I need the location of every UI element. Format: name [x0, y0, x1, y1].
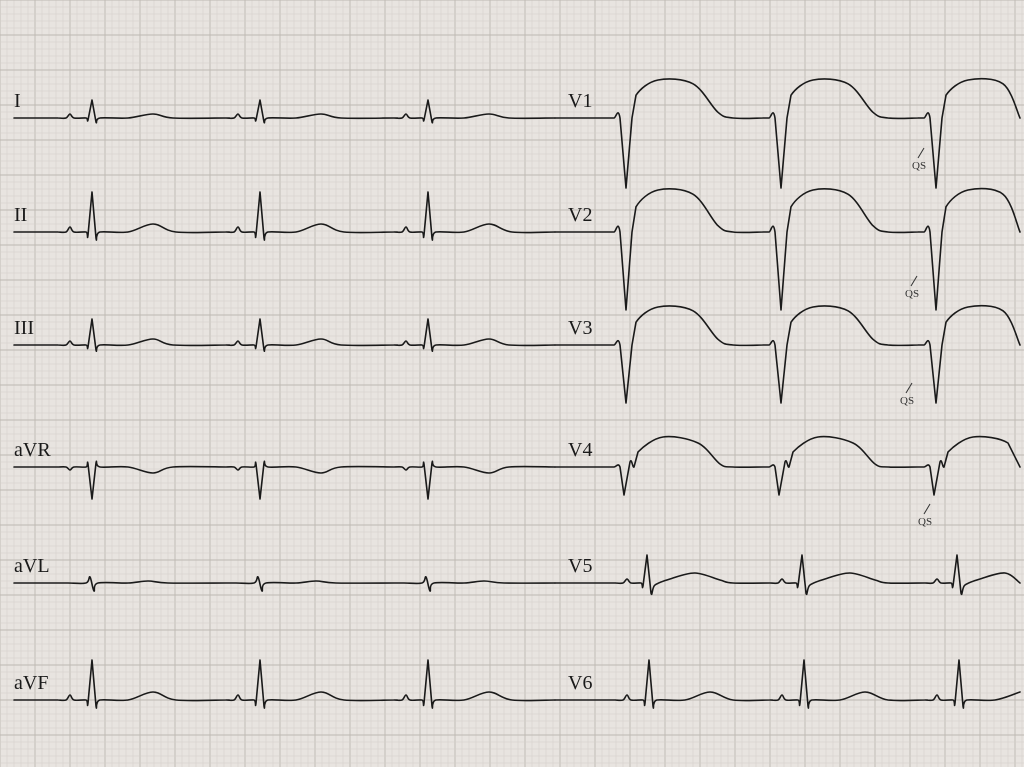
lead-trace-I	[14, 100, 555, 123]
annotation-arrow-1	[911, 276, 917, 286]
lead-label-II: II	[14, 204, 27, 227]
lead-label-aVL: aVL	[14, 555, 50, 578]
lead-trace-V3	[555, 306, 1020, 403]
lead-label-V5: V5	[568, 555, 592, 578]
lead-trace-V6	[555, 660, 1020, 708]
lead-trace-II	[14, 192, 555, 240]
annotation-arrow-2	[906, 383, 912, 393]
lead-label-V2: V2	[568, 204, 592, 227]
lead-trace-aVF	[14, 660, 555, 708]
annotation-arrow-0	[918, 148, 924, 158]
lead-label-aVF: aVF	[14, 672, 48, 695]
lead-label-V6: V6	[568, 672, 592, 695]
annotation-0: QS	[912, 160, 926, 172]
lead-trace-V1	[555, 79, 1020, 188]
lead-label-aVR: aVR	[14, 439, 51, 462]
annotation-2: QS	[900, 395, 914, 407]
lead-trace-V5	[555, 555, 1020, 594]
lead-trace-III	[14, 319, 555, 351]
ecg-waveforms	[0, 0, 1024, 767]
lead-trace-aVL	[14, 577, 555, 591]
lead-trace-V4	[555, 437, 1020, 495]
lead-label-V3: V3	[568, 317, 592, 340]
annotation-3: QS	[918, 516, 932, 528]
ecg-chart: IIIIIIaVRaVLaVFV1V2V3V4V5V6QSQSQSQS	[0, 0, 1024, 767]
lead-trace-V2	[555, 189, 1020, 310]
lead-label-V4: V4	[568, 439, 592, 462]
lead-label-I: I	[14, 90, 21, 113]
lead-trace-aVR	[14, 461, 555, 499]
lead-label-V1: V1	[568, 90, 592, 113]
annotation-arrow-3	[924, 504, 930, 514]
annotation-1: QS	[905, 288, 919, 300]
lead-label-III: III	[14, 317, 34, 340]
